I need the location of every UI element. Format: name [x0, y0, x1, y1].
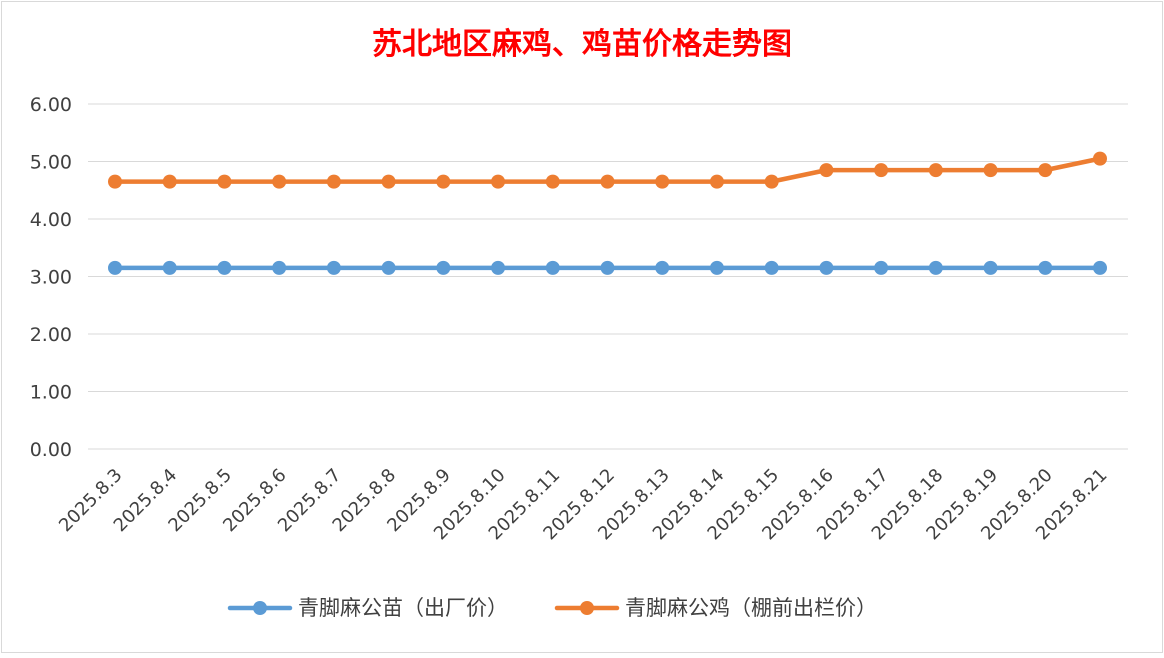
data-point: [655, 174, 670, 189]
data-point: [326, 260, 341, 275]
data-point: [928, 260, 943, 275]
data-point: [983, 260, 998, 275]
data-point: [108, 260, 122, 275]
y-tick-label: 5.00: [30, 152, 72, 174]
data-point: [1093, 260, 1107, 275]
y-tick-label: 4.00: [30, 209, 72, 231]
data-point: [874, 163, 889, 178]
series-group: [108, 151, 1107, 275]
grid-lines: [88, 103, 1128, 450]
legend-marker-swatch: [253, 601, 267, 615]
data-point: [1038, 260, 1053, 275]
legend: 青脚麻公苗（出厂价） 青脚麻公鸡（棚前出栏价）: [227, 596, 877, 620]
y-tick-label: 3.00: [30, 267, 72, 289]
data-point: [162, 260, 177, 275]
data-point: [874, 260, 889, 275]
data-point: [600, 174, 615, 189]
y-tick-label: 1.00: [30, 382, 72, 404]
data-point: [326, 174, 341, 189]
data-point: [162, 174, 177, 189]
legend-item: 青脚麻公苗（出厂价）: [227, 596, 508, 620]
data-point: [1093, 151, 1107, 166]
legend-label: 青脚麻公苗（出厂价）: [298, 596, 508, 620]
data-point: [819, 260, 834, 275]
data-point: [217, 260, 232, 275]
data-point: [108, 174, 122, 189]
legend-item: 青脚麻公鸡（棚前出栏价）: [554, 596, 877, 620]
data-point: [545, 260, 560, 275]
data-point: [272, 260, 287, 275]
legend-label: 青脚麻公鸡（棚前出栏价）: [625, 596, 877, 620]
data-point: [983, 163, 998, 178]
data-point: [709, 174, 724, 189]
series-1: [108, 260, 1107, 275]
data-point: [709, 260, 724, 275]
data-point: [545, 174, 560, 189]
y-tick-label: 6.00: [30, 94, 72, 116]
data-point: [655, 260, 670, 275]
data-point: [600, 260, 615, 275]
y-axis-tick-labels: 0.00 1.00 2.00 3.00 4.00 5.00 6.00: [30, 94, 72, 461]
chart-title: 苏北地区麻鸡、鸡苗价格走势图: [372, 27, 792, 62]
data-point: [491, 174, 506, 189]
data-point: [436, 260, 451, 275]
y-tick-label: 0.00: [30, 439, 72, 461]
data-point: [381, 260, 396, 275]
data-point: [764, 174, 779, 189]
data-point: [764, 260, 779, 275]
data-point: [491, 260, 506, 275]
data-point: [1038, 163, 1053, 178]
data-point: [381, 174, 396, 189]
data-point: [436, 174, 451, 189]
legend-marker-swatch: [580, 601, 594, 615]
data-point: [272, 174, 287, 189]
y-tick-label: 2.00: [30, 324, 72, 346]
series-2: [108, 151, 1107, 189]
data-point: [819, 163, 834, 178]
data-point: [217, 174, 232, 189]
data-point: [928, 163, 943, 178]
